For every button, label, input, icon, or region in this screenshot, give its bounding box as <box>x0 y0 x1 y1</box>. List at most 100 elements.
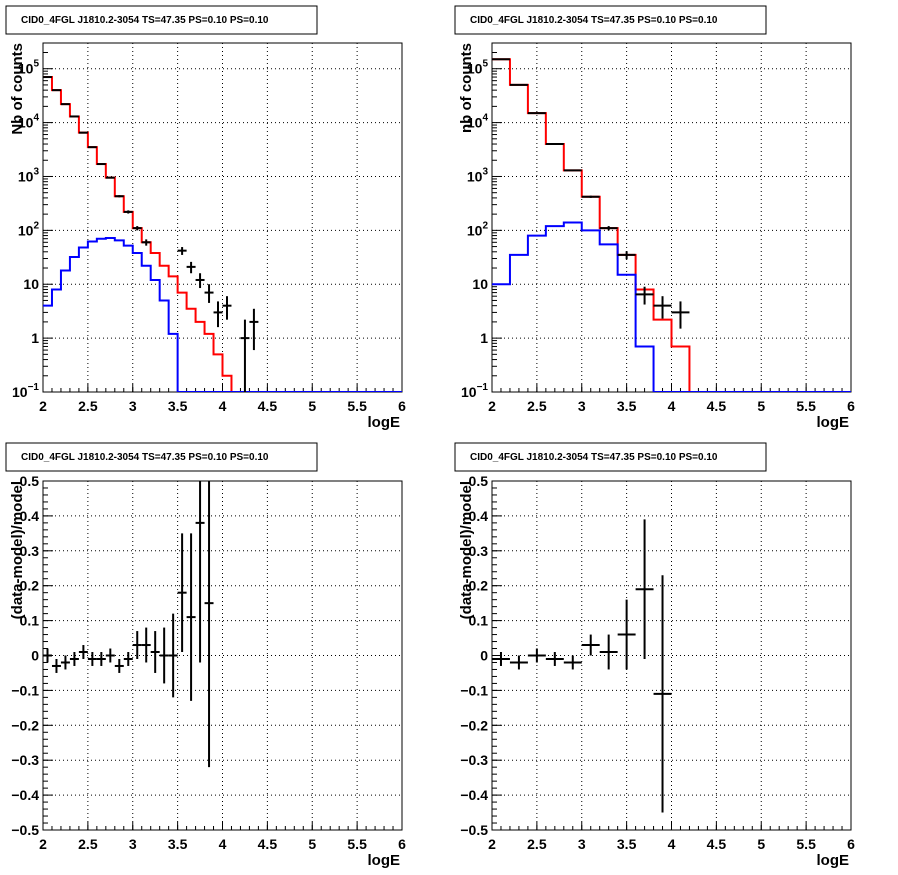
residual-point <box>51 658 61 673</box>
data-point <box>204 284 214 303</box>
y-tick-base: 10 <box>467 115 483 131</box>
x-tick-label: 2 <box>488 398 496 414</box>
data-point <box>186 261 196 274</box>
data-point <box>132 226 142 231</box>
y-tick-label: 10 <box>472 276 488 292</box>
y-tick-label: 0.1 <box>20 613 40 629</box>
y-tick-exp: −1 <box>477 382 489 393</box>
x-tick-label: 2.5 <box>78 836 98 852</box>
data-point <box>177 247 187 255</box>
residual-point <box>150 631 160 673</box>
y-tick-label: 10 <box>23 276 39 292</box>
y-tick-label: 1 <box>31 330 39 346</box>
y-tick-label: −0.3 <box>11 752 39 768</box>
y-tick-exp: 2 <box>33 220 39 231</box>
residual-point <box>43 648 52 663</box>
y-tick-label: 103 <box>18 166 40 184</box>
y-tick-label: 0 <box>480 648 488 664</box>
y-axis-label: nb of counts <box>458 43 475 133</box>
x-tick-label: 3.5 <box>617 398 637 414</box>
residual-point <box>204 481 214 768</box>
residual-point <box>87 652 97 666</box>
series-step-1 <box>492 221 851 392</box>
residual-point <box>545 652 564 666</box>
data-point <box>69 115 79 118</box>
x-tick-label: 4.5 <box>258 398 278 414</box>
x-tick-label: 3 <box>578 836 586 852</box>
x-axis-label: logE <box>817 852 850 869</box>
chart-panel-3: CID0_4FGL J1810.2-3054 TS=47.35 PS=0.10 … <box>454 442 855 869</box>
residual-point <box>114 658 124 673</box>
y-tick-exp: 3 <box>482 166 488 177</box>
residual-point <box>581 634 600 656</box>
residual-point <box>96 652 106 666</box>
y-tick-base: 10 <box>467 168 483 184</box>
y-tick-label: 0.2 <box>469 578 489 594</box>
data-point <box>114 195 124 198</box>
y-tick-base: 10 <box>18 168 34 184</box>
chart-panel-2: CID0_4FGL J1810.2-3054 TS=47.35 PS=0.10 … <box>5 442 406 869</box>
x-tick-label: 5 <box>308 836 316 852</box>
plot-frame <box>491 480 852 831</box>
y-tick-label: −0.5 <box>460 822 488 838</box>
series-step-0 <box>43 76 402 392</box>
residual-point <box>159 627 169 684</box>
residual-point <box>563 655 582 670</box>
x-axis-label: logE <box>817 414 850 431</box>
residual-point <box>492 652 510 666</box>
x-tick-label: 3.5 <box>168 398 188 414</box>
y-tick-exp: −1 <box>28 382 40 393</box>
y-tick-label: 0.3 <box>469 543 489 559</box>
data-layer <box>492 58 851 392</box>
y-tick-exp: 4 <box>482 113 488 124</box>
x-tick-label: 6 <box>847 398 855 414</box>
y-tick-label: 0.2 <box>20 578 40 594</box>
y-tick-label: 1 <box>480 330 488 346</box>
y-tick-label: −0.2 <box>460 717 488 733</box>
y-tick-base: 10 <box>18 115 34 131</box>
data-point <box>213 301 223 328</box>
residual-point <box>168 613 178 698</box>
data-point <box>581 195 600 198</box>
x-tick-label: 6 <box>847 836 855 852</box>
y-tick-label: 104 <box>467 113 489 131</box>
residual-point <box>60 655 70 670</box>
x-tick-label: 2 <box>39 398 47 414</box>
residual-point <box>509 655 528 670</box>
chart-panel-0: CID0_4FGL J1810.2-3054 TS=47.35 PS=0.10 … <box>5 5 406 431</box>
data-point <box>222 296 232 320</box>
residual-point <box>653 575 672 813</box>
x-tick-label: 4.5 <box>707 836 727 852</box>
y-tick-exp: 5 <box>33 59 39 70</box>
residual-point <box>599 634 618 670</box>
x-tick-label: 5 <box>308 398 316 414</box>
x-tick-label: 3 <box>129 836 137 852</box>
y-tick-base: 10 <box>467 61 483 77</box>
data-point <box>545 143 564 146</box>
y-tick-exp: 3 <box>33 166 39 177</box>
x-tick-label: 3 <box>578 398 586 414</box>
data-point <box>617 251 636 260</box>
data-point <box>653 296 672 319</box>
chart-title: CID0_4FGL J1810.2-3054 TS=47.35 PS=0.10 … <box>21 15 269 26</box>
y-tick-label: −0.2 <box>11 717 39 733</box>
y-tick-label: 105 <box>18 59 40 77</box>
y-axis-label: Nb of counts <box>9 43 26 135</box>
chart-panel-1: CID0_4FGL J1810.2-3054 TS=47.35 PS=0.10 … <box>454 5 855 431</box>
y-axis-label: (data-model)/model <box>9 481 26 619</box>
x-tick-label: 4 <box>219 836 227 852</box>
x-tick-label: 3 <box>129 398 137 414</box>
series-step-0 <box>492 58 851 392</box>
residual-point <box>123 652 133 666</box>
y-tick-label: 103 <box>467 166 489 184</box>
x-tick-label: 5.5 <box>796 836 816 852</box>
x-tick-label: 2 <box>488 836 496 852</box>
y-tick-label: −0.5 <box>11 822 39 838</box>
residual-point <box>527 648 546 663</box>
y-tick-label: 102 <box>18 220 40 238</box>
data-point <box>123 210 133 214</box>
data-point <box>60 103 70 106</box>
residual-point <box>78 645 88 659</box>
x-tick-label: 4 <box>668 398 676 414</box>
